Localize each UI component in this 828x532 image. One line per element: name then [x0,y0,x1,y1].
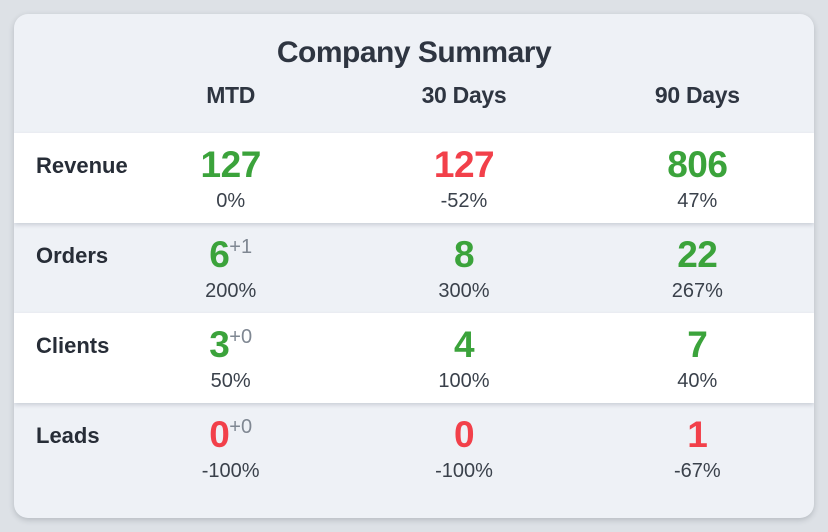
metric-value: 0 [453,414,475,455]
metric-cell: 0+0 -100% [114,416,347,493]
metric-value: 1 [687,414,708,455]
metric-value: 127 [433,144,495,185]
metric-cell: 127 0% [114,146,347,223]
column-header-mtd: MTD [206,82,256,108]
metric-cell: 806 47% [581,146,814,223]
metric-value: 6 [209,234,230,275]
table-row-clients: Clients 3+0 50% 4 100% 7 40% [14,313,814,403]
metric-delta: +0 [229,326,253,348]
metric-value: 3 [209,324,230,365]
company-summary-card: Company Summary MTD 30 Days 90 Days Reve… [14,14,814,518]
metric-value: 806 [667,144,728,185]
metric-value: 7 [687,324,708,365]
metric-percent: 100% [438,370,490,392]
metric-percent: -100% [435,460,493,482]
page-title: Company Summary [276,36,552,69]
row-label-revenue: Revenue [36,153,128,178]
metric-cell: 6+1 200% [114,236,347,313]
metric-delta: +0 [229,416,253,438]
metric-cell: 7 40% [581,326,814,403]
metric-cell: 22 267% [581,236,814,313]
metric-value: 22 [677,234,718,275]
metric-value: 8 [453,234,475,275]
metric-cell: 8 300% [347,236,580,313]
metric-percent: -67% [673,460,721,482]
metric-cell: 4 100% [347,326,580,403]
metric-percent: -52% [440,190,488,212]
metric-delta: +1 [229,236,253,258]
table-row-leads: Leads 0+0 -100% 0 -100% 1 -67% [14,403,814,493]
metric-percent: 47% [677,190,718,212]
metric-percent: 267% [671,280,723,302]
metric-cell: 127 -52% [347,146,580,223]
metric-percent: 0% [216,190,246,212]
metric-value: 4 [453,324,475,365]
metric-value: 127 [200,144,262,185]
column-header-row: MTD 30 Days 90 Days [14,82,814,133]
metric-percent: 50% [210,370,251,392]
metric-percent: -100% [201,460,260,482]
table-row-revenue: Revenue 127 0% 127 -52% 806 47% [14,133,814,223]
row-label-clients: Clients [36,333,110,358]
metric-percent: 200% [205,280,257,302]
metric-percent: 40% [677,370,718,392]
metric-percent: 300% [438,280,490,302]
metric-cell: 0 -100% [347,416,580,493]
row-label-orders: Orders [36,243,109,268]
metric-cell: 1 -67% [581,416,814,493]
metric-value: 0 [209,414,230,455]
column-header-90-days: 90 Days [654,82,740,108]
column-header-30-days: 30 Days [421,82,507,108]
metric-cell: 3+0 50% [114,326,347,403]
table-row-orders: Orders 6+1 200% 8 300% 22 267% [14,223,814,313]
row-label-leads: Leads [36,423,100,448]
